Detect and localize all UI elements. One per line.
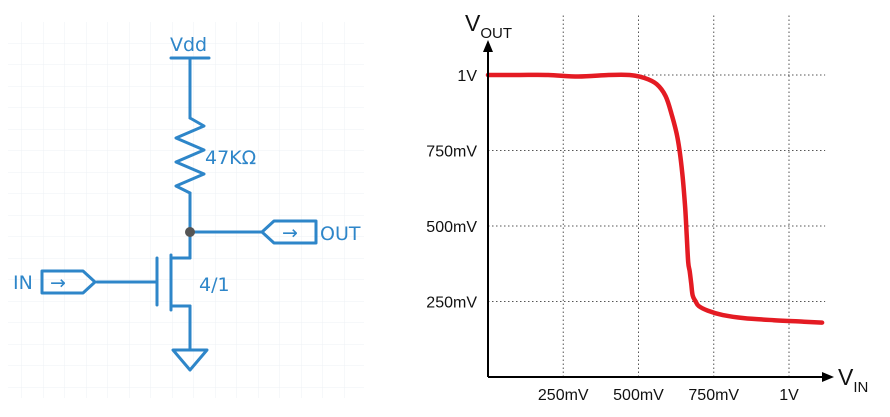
resistor-label: 47KΩ bbox=[205, 147, 256, 169]
y-axis-arrowhead bbox=[483, 40, 493, 52]
y-axis-title-sub: OUT bbox=[480, 25, 512, 42]
output-port bbox=[260, 219, 318, 245]
y-tick-label: 1V bbox=[457, 68, 477, 85]
x-tick-label: 750mV bbox=[688, 387, 739, 404]
output-label: OUT bbox=[320, 223, 361, 245]
x-tick-label: 250mV bbox=[538, 387, 589, 404]
transistor-size-label: 4/1 bbox=[199, 274, 230, 296]
output-arrow-icon: → bbox=[282, 222, 298, 244]
vout-vs-vin-curve bbox=[485, 72, 825, 325]
x-axis-title-main: V bbox=[838, 364, 854, 390]
resistor-symbol bbox=[174, 116, 206, 195]
schematic-grid-background bbox=[8, 22, 364, 398]
x-axis-title-sub: IN bbox=[853, 379, 868, 396]
y-tick-label: 750mV bbox=[426, 144, 477, 161]
vdd-label: Vdd bbox=[170, 34, 207, 56]
input-port bbox=[40, 269, 97, 295]
x-axis-arrowhead bbox=[822, 372, 834, 382]
input-label: IN bbox=[13, 272, 33, 294]
y-tick-label: 500mV bbox=[426, 219, 477, 236]
y-axis-title: VOUT bbox=[465, 10, 512, 42]
input-arrow-icon: → bbox=[50, 272, 66, 294]
x-tick-label: 1V bbox=[779, 387, 799, 404]
chart-tick-labels: 250mV 500mV 750mV 1V 250mV 500mV 750mV 1V bbox=[426, 68, 799, 404]
x-tick-label: 500mV bbox=[613, 387, 664, 404]
chart-grid bbox=[488, 14, 826, 377]
y-axis-title-main: V bbox=[465, 10, 481, 36]
ground-symbol bbox=[171, 348, 209, 372]
inverter-schematic: Vdd 47KΩ 4/1 IN → → OUT bbox=[8, 22, 364, 398]
output-node-dot bbox=[185, 227, 195, 237]
chart-series bbox=[485, 72, 825, 325]
y-tick-label: 250mV bbox=[426, 295, 477, 312]
x-axis-title: VIN bbox=[838, 364, 868, 396]
